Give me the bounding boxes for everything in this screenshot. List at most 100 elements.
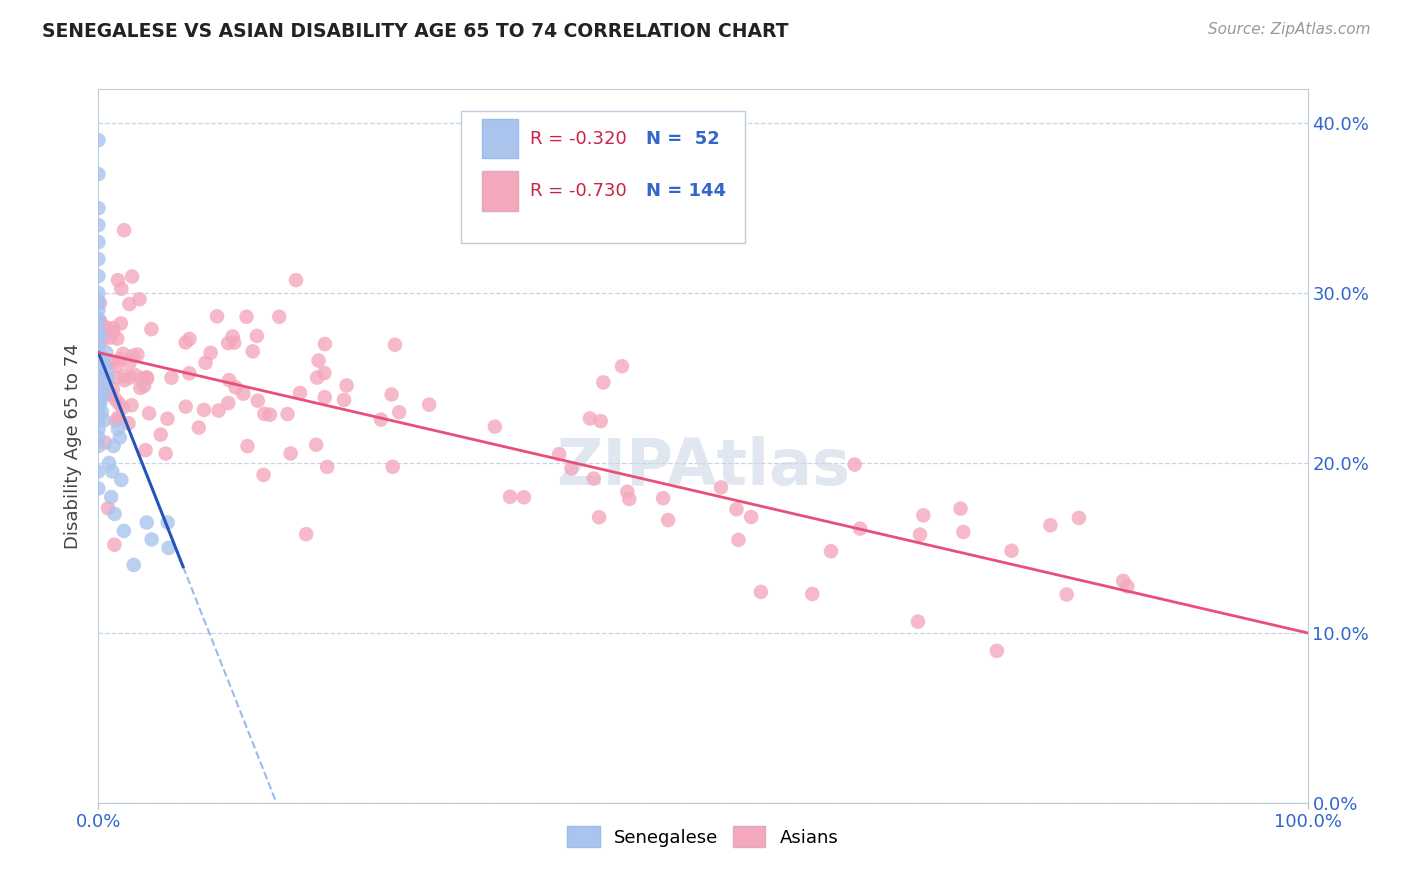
Point	[314, 337, 336, 351]
Point	[179, 332, 201, 346]
Point	[100, 356, 122, 370]
Point	[103, 321, 125, 335]
Point	[87, 337, 110, 351]
Point	[548, 447, 571, 461]
Point	[232, 386, 254, 401]
Text: R = -0.320: R = -0.320	[530, 130, 627, 148]
Point	[97, 501, 120, 516]
Point	[127, 347, 149, 361]
Point	[87, 388, 110, 402]
Point	[749, 585, 772, 599]
Point	[221, 329, 243, 343]
Point	[205, 310, 228, 324]
Point	[96, 385, 118, 400]
Point	[820, 544, 842, 558]
Point	[112, 524, 135, 538]
Point	[87, 311, 110, 326]
Point	[93, 373, 115, 387]
Point	[1116, 579, 1139, 593]
Text: R = -0.730: R = -0.730	[530, 182, 627, 200]
Point	[579, 411, 602, 425]
Point	[87, 345, 110, 359]
Point	[295, 527, 318, 541]
Point	[217, 396, 239, 410]
Point	[740, 510, 762, 524]
Point	[907, 615, 929, 629]
Text: N =  52: N = 52	[647, 130, 720, 148]
Point	[93, 388, 115, 402]
Point	[128, 293, 150, 307]
Point	[90, 318, 112, 332]
Point	[91, 318, 114, 333]
Point	[314, 390, 336, 404]
Point	[1112, 574, 1135, 588]
Point	[174, 335, 197, 350]
Point	[610, 359, 633, 374]
Point	[156, 516, 179, 530]
Point	[336, 378, 359, 392]
Point	[122, 558, 145, 572]
Text: SENEGALESE VS ASIAN DISABILITY AGE 65 TO 74 CORRELATION CHART: SENEGALESE VS ASIAN DISABILITY AGE 65 TO…	[42, 22, 789, 41]
Point	[725, 502, 748, 516]
Y-axis label: Disability Age 65 to 74: Disability Age 65 to 74	[65, 343, 83, 549]
Point	[112, 223, 135, 237]
Point	[513, 490, 536, 504]
Point	[87, 396, 110, 410]
Point	[101, 465, 124, 479]
Point	[87, 379, 110, 393]
Point	[484, 419, 506, 434]
Point	[217, 336, 239, 351]
Point	[112, 347, 135, 361]
Point	[801, 587, 824, 601]
Point	[174, 400, 197, 414]
Point	[87, 354, 110, 368]
Point	[87, 286, 110, 301]
Point	[288, 385, 311, 400]
Point	[129, 381, 152, 395]
Point	[141, 322, 163, 336]
Point	[912, 508, 935, 523]
Point	[156, 411, 179, 425]
Point	[93, 413, 115, 427]
Point	[252, 467, 274, 482]
Point	[89, 328, 111, 343]
Point	[952, 524, 974, 539]
Point	[97, 371, 120, 385]
Point	[235, 310, 257, 324]
Point	[110, 282, 132, 296]
Point	[224, 335, 246, 350]
Point	[277, 407, 299, 421]
Point	[110, 473, 132, 487]
Point	[118, 297, 141, 311]
Point	[89, 369, 111, 384]
Point	[138, 406, 160, 420]
Point	[107, 422, 129, 436]
Point	[87, 422, 110, 436]
Point	[844, 458, 866, 472]
Point	[616, 484, 638, 499]
Point	[141, 533, 163, 547]
Point	[105, 359, 128, 374]
Point	[316, 459, 339, 474]
Point	[94, 319, 117, 334]
Point	[236, 439, 259, 453]
Point	[87, 371, 110, 385]
Point	[314, 366, 336, 380]
Point	[499, 490, 522, 504]
Point	[388, 405, 411, 419]
Point	[89, 396, 111, 410]
Point	[120, 370, 142, 384]
Point	[114, 368, 136, 383]
Point	[97, 353, 120, 368]
Point	[589, 414, 612, 428]
Point	[657, 513, 679, 527]
Point	[101, 383, 124, 397]
Point	[225, 380, 247, 394]
Point	[100, 330, 122, 344]
Point	[90, 359, 112, 373]
Point	[87, 294, 110, 309]
Point	[187, 420, 209, 434]
Point	[110, 317, 132, 331]
Point	[307, 370, 329, 384]
Point	[381, 387, 404, 401]
